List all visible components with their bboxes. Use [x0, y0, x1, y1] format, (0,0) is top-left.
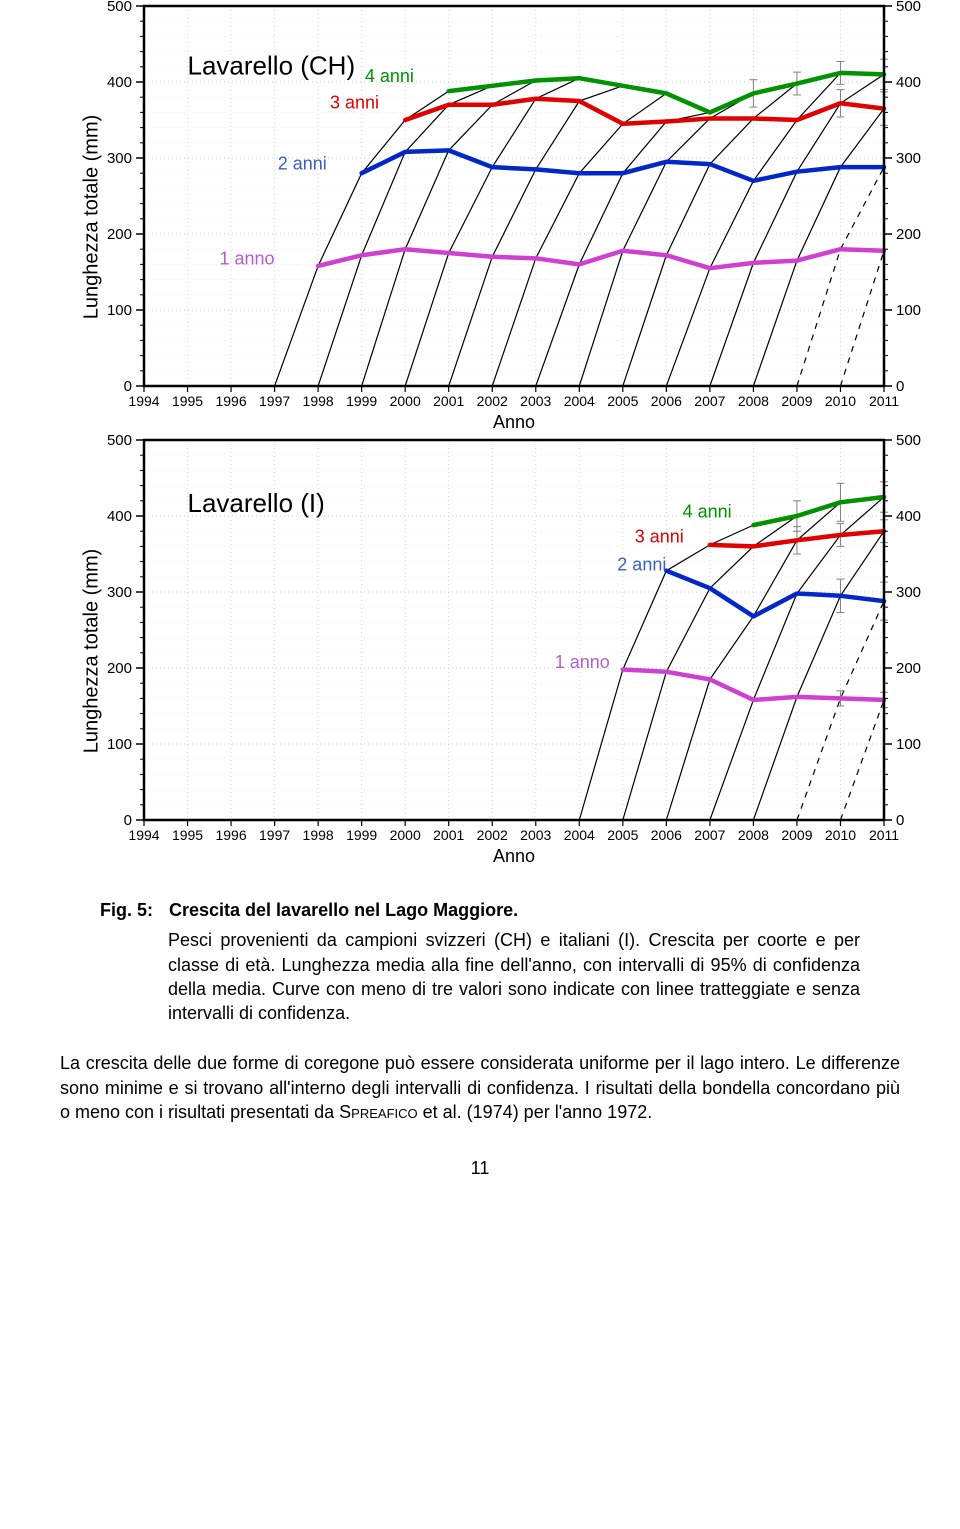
svg-text:1999: 1999 — [346, 827, 377, 843]
svg-text:3 anni: 3 anni — [330, 93, 379, 113]
svg-text:1998: 1998 — [303, 393, 334, 409]
svg-text:1 anno: 1 anno — [555, 652, 610, 672]
svg-text:500: 500 — [896, 434, 921, 449]
svg-text:400: 400 — [896, 74, 921, 91]
svg-text:2001: 2001 — [433, 827, 464, 843]
svg-text:2011: 2011 — [869, 827, 899, 843]
svg-text:2002: 2002 — [477, 393, 508, 409]
svg-text:100: 100 — [107, 736, 132, 753]
fig-label: Fig. 5: — [100, 898, 153, 922]
svg-text:2006: 2006 — [651, 393, 682, 409]
svg-text:4 anni: 4 anni — [683, 502, 732, 522]
svg-text:2000: 2000 — [390, 393, 421, 409]
svg-text:100: 100 — [107, 302, 132, 319]
svg-text:100: 100 — [896, 302, 921, 319]
svg-text:Lavarello (CH): Lavarello (CH) — [188, 50, 356, 80]
svg-text:4 anni: 4 anni — [365, 66, 414, 86]
chart-lavarello-ch: Lunghezza totale (mm) 001001002002003003… — [100, 0, 900, 434]
svg-text:400: 400 — [107, 508, 132, 525]
svg-text:Lavarello (I): Lavarello (I) — [188, 488, 325, 518]
svg-text:300: 300 — [896, 584, 921, 601]
bottom-paragraph-text: La crescita delle due forme di coregone … — [60, 1053, 900, 1122]
svg-text:2 anni: 2 anni — [617, 555, 666, 575]
svg-text:500: 500 — [896, 0, 921, 15]
svg-text:2005: 2005 — [607, 393, 638, 409]
svg-text:200: 200 — [107, 660, 132, 677]
svg-text:2010: 2010 — [825, 827, 856, 843]
svg-text:Anno: Anno — [493, 846, 535, 866]
svg-text:2003: 2003 — [520, 827, 551, 843]
svg-text:2010: 2010 — [825, 393, 856, 409]
svg-text:1998: 1998 — [303, 827, 334, 843]
svg-text:200: 200 — [107, 226, 132, 243]
svg-text:2011: 2011 — [869, 393, 899, 409]
svg-text:2005: 2005 — [607, 827, 638, 843]
svg-text:2002: 2002 — [477, 827, 508, 843]
svg-text:2004: 2004 — [564, 393, 595, 409]
svg-text:300: 300 — [107, 584, 132, 601]
chart-svg-ch: 0010010020020030030040040050050019941995… — [100, 0, 928, 434]
svg-text:1996: 1996 — [215, 827, 246, 843]
svg-text:100: 100 — [896, 736, 921, 753]
svg-text:2009: 2009 — [781, 827, 812, 843]
chart-lavarello-i: Lunghezza totale (mm) 001001002002003003… — [100, 434, 900, 868]
svg-text:1995: 1995 — [172, 827, 203, 843]
svg-text:2009: 2009 — [781, 393, 812, 409]
page-number: 11 — [60, 1158, 900, 1179]
ylabel-i: Lunghezza totale (mm) — [81, 549, 104, 754]
svg-text:1994: 1994 — [128, 827, 159, 843]
svg-text:2001: 2001 — [433, 393, 464, 409]
svg-text:1997: 1997 — [259, 393, 290, 409]
svg-text:300: 300 — [107, 150, 132, 167]
svg-text:1994: 1994 — [128, 393, 159, 409]
svg-text:1996: 1996 — [215, 393, 246, 409]
svg-text:200: 200 — [896, 660, 921, 677]
svg-text:2000: 2000 — [390, 827, 421, 843]
svg-text:200: 200 — [896, 226, 921, 243]
bottom-paragraph: La crescita delle due forme di coregone … — [60, 1051, 900, 1124]
svg-text:1995: 1995 — [172, 393, 203, 409]
svg-text:3 anni: 3 anni — [635, 527, 684, 547]
svg-text:2 anni: 2 anni — [278, 153, 327, 173]
svg-text:500: 500 — [107, 434, 132, 449]
svg-text:2007: 2007 — [694, 827, 725, 843]
chart-svg-i: 0010010020020030030040040050050019941995… — [100, 434, 928, 868]
svg-text:400: 400 — [896, 508, 921, 525]
svg-text:2006: 2006 — [651, 827, 682, 843]
svg-text:2004: 2004 — [564, 827, 595, 843]
svg-text:500: 500 — [107, 0, 132, 15]
figure-caption: Fig. 5: Crescita del lavarello nel Lago … — [100, 898, 860, 1025]
fig-title: Crescita del lavarello nel Lago Maggiore… — [169, 898, 518, 922]
svg-text:300: 300 — [896, 150, 921, 167]
svg-text:1997: 1997 — [259, 827, 290, 843]
svg-text:2008: 2008 — [738, 827, 769, 843]
svg-text:1999: 1999 — [346, 393, 377, 409]
svg-text:1 anno: 1 anno — [220, 248, 275, 268]
fig-description: Pesci provenienti da campioni svizzeri (… — [168, 928, 860, 1025]
svg-text:Anno: Anno — [493, 412, 535, 432]
page-root: Lunghezza totale (mm) 001001002002003003… — [0, 0, 960, 1219]
svg-text:2007: 2007 — [694, 393, 725, 409]
svg-text:400: 400 — [107, 74, 132, 91]
svg-text:2003: 2003 — [520, 393, 551, 409]
ylabel-ch: Lunghezza totale (mm) — [81, 115, 104, 320]
svg-text:2008: 2008 — [738, 393, 769, 409]
